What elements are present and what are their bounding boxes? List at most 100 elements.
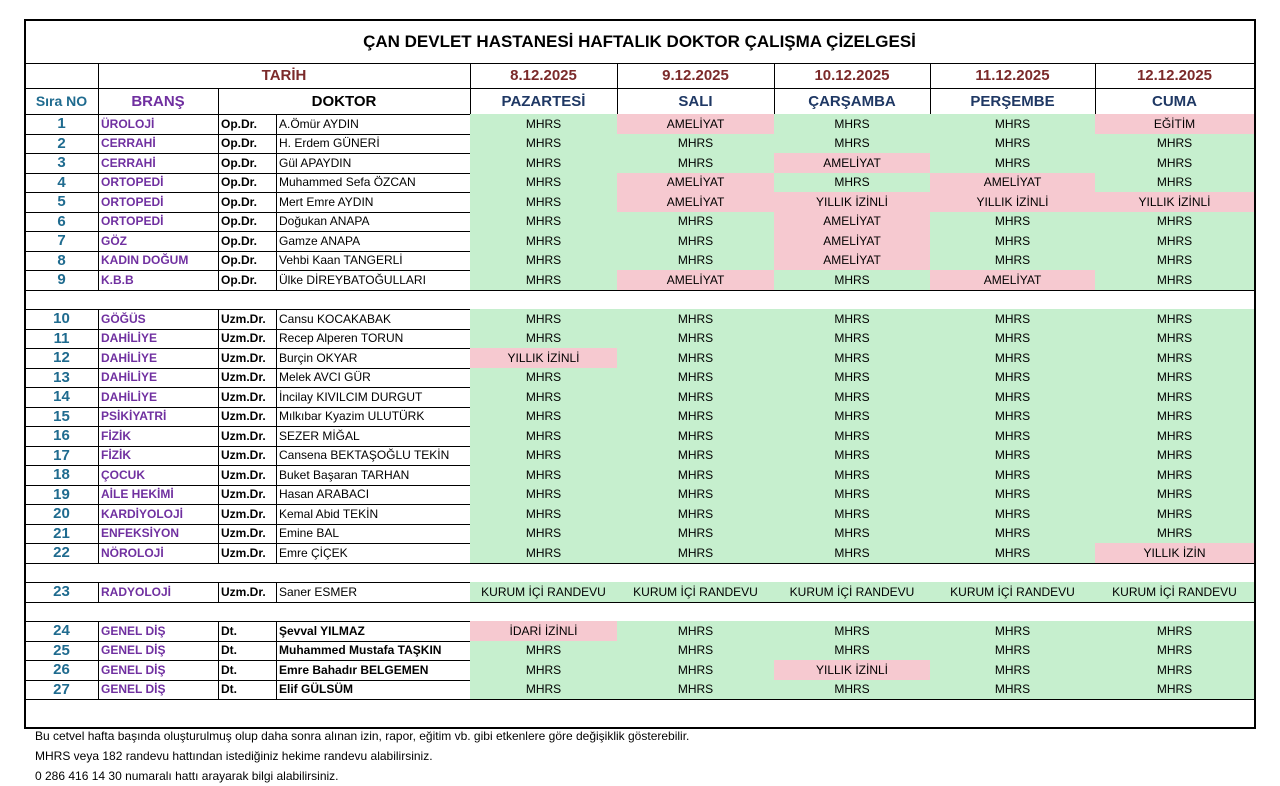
day: PERŞEMBE	[930, 88, 1096, 115]
schedule-cell: MHRS	[774, 504, 931, 525]
doctor-title: Uzm.Dr.	[218, 328, 277, 349]
schedule-cell: MHRS	[774, 367, 931, 388]
schedule-cell: MHRS	[617, 231, 775, 252]
schedule-cell: KURUM İÇİ RANDEVU	[774, 582, 931, 603]
doctor-title: Op.Dr.	[218, 250, 277, 271]
schedule-cell: MHRS	[930, 133, 1096, 154]
day: SALI	[617, 88, 775, 115]
doctor-name: Burçin OKYAR	[276, 348, 471, 369]
row-number: 19	[25, 484, 99, 505]
doctor-title: Op.Dr.	[218, 153, 277, 174]
schedule-cell: MHRS	[470, 250, 618, 271]
schedule-cell: MHRS	[470, 270, 618, 291]
doctor-name: Buket Başaran TARHAN	[276, 465, 471, 486]
schedule-cell: MHRS	[774, 270, 931, 291]
date: 10.12.2025	[774, 63, 931, 89]
branch: CERRAHİ	[98, 153, 219, 174]
branch: DAHİLİYE	[98, 328, 219, 349]
doctor-name: Şevval YILMAZ	[276, 621, 471, 642]
doctor-name: Muhammed Mustafa TAŞKIN	[276, 640, 471, 661]
doctor-title: Uzm.Dr.	[218, 504, 277, 525]
row-number: 6	[25, 211, 99, 232]
schedule-cell: MHRS	[1095, 328, 1255, 349]
branch: FİZİK	[98, 426, 219, 447]
branch: NÖROLOJİ	[98, 543, 219, 564]
doctor-title: Dt.	[218, 640, 277, 661]
row-number: 14	[25, 387, 99, 408]
doctor-title: Uzm.Dr.	[218, 406, 277, 427]
row-number: 8	[25, 250, 99, 271]
branch: KADIN DOĞUM	[98, 250, 219, 271]
column-header: DOKTOR	[218, 88, 471, 115]
schedule-cell: KURUM İÇİ RANDEVU	[1095, 582, 1255, 603]
schedule-cell: MHRS	[930, 348, 1096, 369]
doctor-name: Mılkıbar Kyazim ULUTÜRK	[276, 406, 471, 427]
schedule-cell: MHRS	[774, 679, 931, 700]
row-number: 4	[25, 172, 99, 193]
doctor-title: Uzm.Dr.	[218, 523, 277, 544]
column-header: Sıra NO	[25, 88, 99, 115]
schedule-cell: YILLIK İZİNLİ	[1095, 192, 1255, 213]
branch: CERRAHİ	[98, 133, 219, 154]
schedule-cell: MHRS	[617, 679, 775, 700]
schedule-cell: AMELİYAT	[617, 192, 775, 213]
schedule-cell: MHRS	[930, 250, 1096, 271]
date: 9.12.2025	[617, 63, 775, 89]
schedule-cell: MHRS	[774, 621, 931, 642]
schedule-cell: AMELİYAT	[774, 231, 931, 252]
schedule-cell: MHRS	[470, 387, 618, 408]
schedule-cell: MHRS	[470, 465, 618, 486]
doctor-title: Op.Dr.	[218, 231, 277, 252]
schedule-cell: YILLIK İZİNLİ	[470, 348, 618, 369]
row-number: 1	[25, 114, 99, 135]
row-number: 20	[25, 504, 99, 525]
row-number: 24	[25, 621, 99, 642]
schedule-cell: MHRS	[470, 426, 618, 447]
schedule-cell: MHRS	[470, 484, 618, 505]
doctor-name: Gamze ANAPA	[276, 231, 471, 252]
schedule-cell: MHRS	[470, 504, 618, 525]
schedule-cell: MHRS	[617, 465, 775, 486]
spacer-row	[25, 289, 1255, 310]
schedule-cell: MHRS	[774, 133, 931, 154]
branch: DAHİLİYE	[98, 387, 219, 408]
date-label: TARİH	[98, 63, 471, 89]
doctor-title: Uzm.Dr.	[218, 309, 277, 330]
schedule-cell: MHRS	[930, 367, 1096, 388]
branch: ORTOPEDİ	[98, 211, 219, 232]
doctor-name: Muhammed Sefa ÖZCAN	[276, 172, 471, 193]
schedule-cell: MHRS	[617, 387, 775, 408]
schedule-cell: MHRS	[1095, 660, 1255, 681]
schedule-cell: MHRS	[617, 367, 775, 388]
doctor-title: Uzm.Dr.	[218, 387, 277, 408]
doctor-title: Dt.	[218, 679, 277, 700]
schedule-cell: MHRS	[617, 445, 775, 466]
branch: DAHİLİYE	[98, 348, 219, 369]
blank-cell	[25, 63, 99, 89]
branch: AİLE HEKİMİ	[98, 484, 219, 505]
schedule-cell: MHRS	[774, 523, 931, 544]
branch: GENEL DİŞ	[98, 621, 219, 642]
schedule-cell: MHRS	[1095, 309, 1255, 330]
schedule-cell: MHRS	[930, 621, 1096, 642]
schedule-cell: MHRS	[470, 406, 618, 427]
schedule-cell: MHRS	[617, 153, 775, 174]
doctor-title: Uzm.Dr.	[218, 367, 277, 388]
schedule-cell: MHRS	[617, 523, 775, 544]
branch: ENFEKSİYON	[98, 523, 219, 544]
schedule-cell: MHRS	[1095, 523, 1255, 544]
branch: K.B.B	[98, 270, 219, 291]
schedule-cell: MHRS	[470, 367, 618, 388]
doctor-title: Op.Dr.	[218, 172, 277, 193]
footer-note: MHRS veya 182 randevu hattından istediği…	[35, 749, 433, 763]
doctor-name: H. Erdem GÜNERİ	[276, 133, 471, 154]
schedule-cell: MHRS	[930, 387, 1096, 408]
day: ÇARŞAMBA	[774, 88, 931, 115]
schedule-cell: AMELİYAT	[774, 211, 931, 232]
schedule-cell: MHRS	[617, 348, 775, 369]
schedule-cell: MHRS	[1095, 465, 1255, 486]
doctor-name: Cansu KOCAKABAK	[276, 309, 471, 330]
day: PAZARTESİ	[470, 88, 618, 115]
row-number: 12	[25, 348, 99, 369]
schedule-cell: MHRS	[774, 484, 931, 505]
